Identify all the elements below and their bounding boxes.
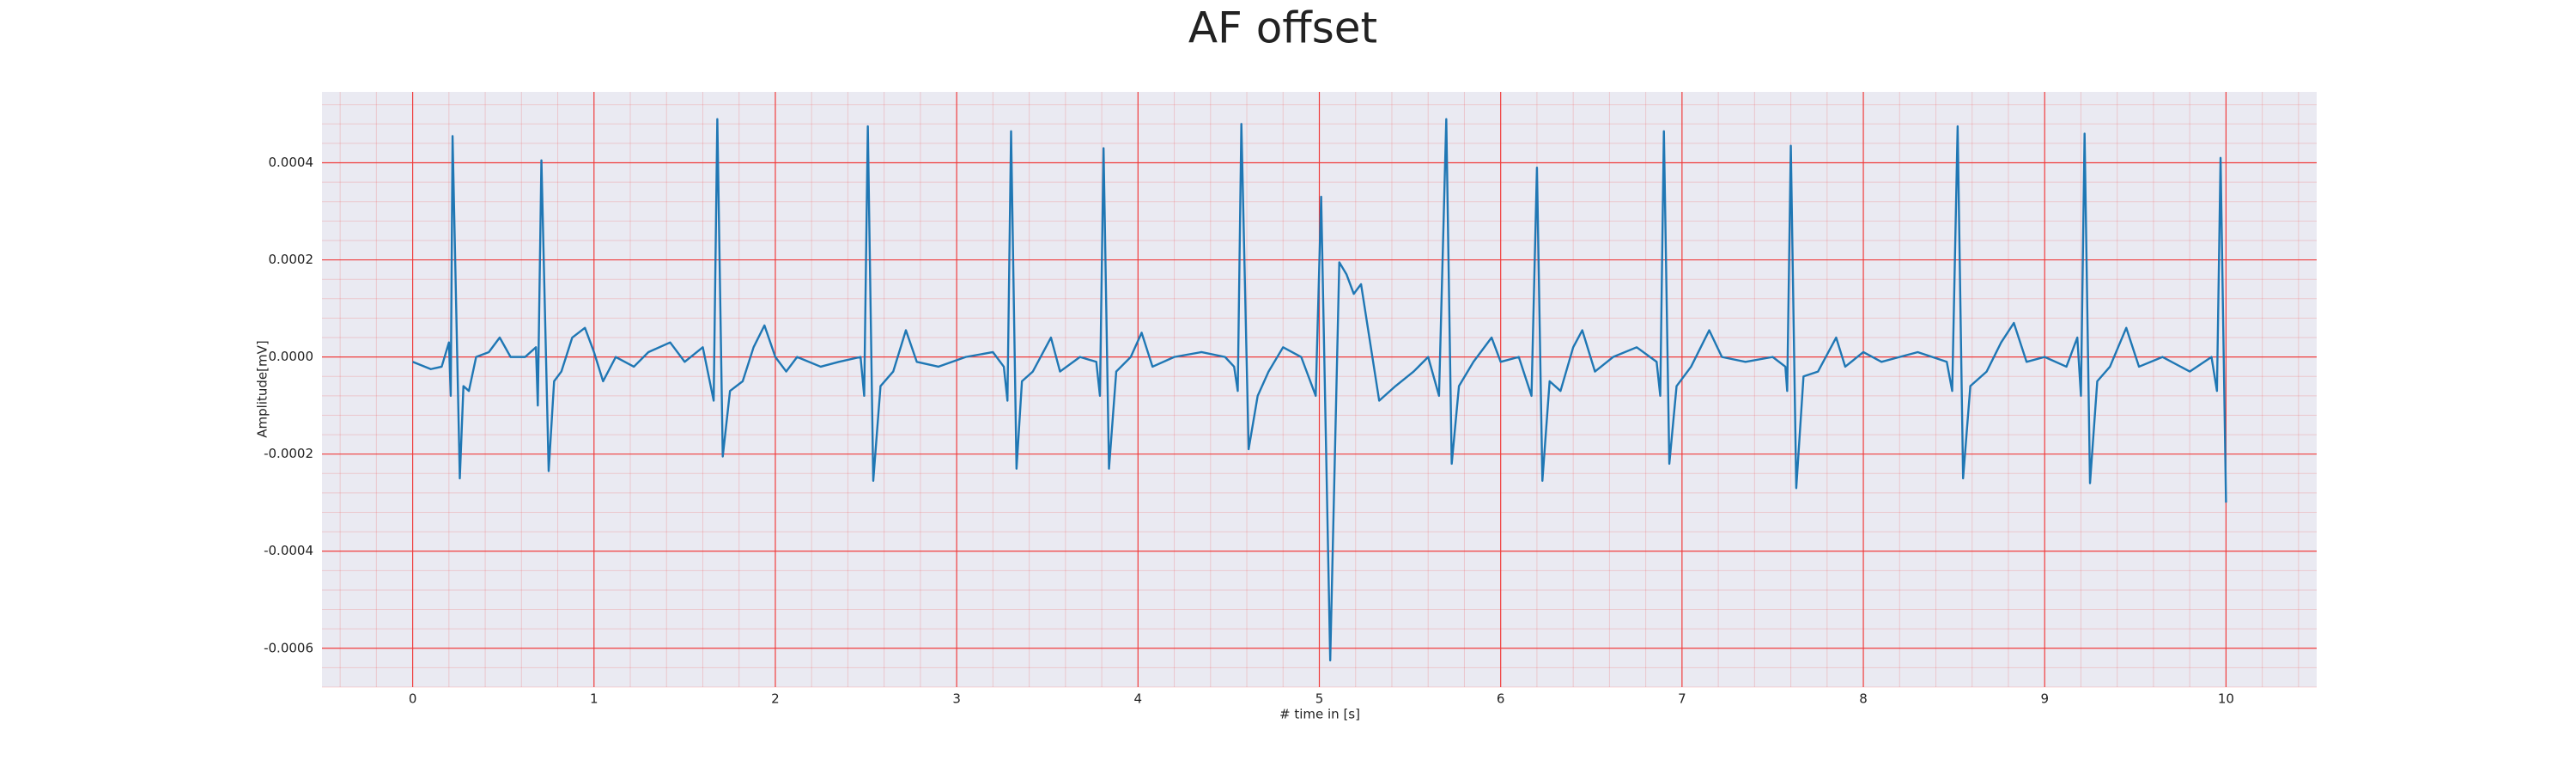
y-tick-label: 0.0002 xyxy=(269,252,314,267)
x-tick-label: 1 xyxy=(590,691,598,707)
y-tick-label: -0.0002 xyxy=(264,446,313,461)
x-tick-label: 6 xyxy=(1497,691,1505,707)
y-tick-label: -0.0004 xyxy=(264,543,313,558)
x-tick-label: 0 xyxy=(409,691,417,707)
y-tick-label: 0.0004 xyxy=(269,155,314,170)
x-tick-label: 2 xyxy=(771,691,780,707)
x-tick-label: 8 xyxy=(1859,691,1868,707)
signal-line xyxy=(412,118,2227,662)
x-tick-label: 3 xyxy=(952,691,961,707)
x-tick-label: 4 xyxy=(1134,691,1143,707)
x-axis-label: # time in [s] xyxy=(1279,707,1360,722)
x-tick-label: 7 xyxy=(1678,691,1686,707)
chart-title: AF offset xyxy=(1188,3,1377,53)
y-tick-label: -0.0006 xyxy=(264,640,313,655)
y-axis-label: Amplitude[mV] xyxy=(255,340,270,437)
y-tick-label: 0.0000 xyxy=(269,349,314,364)
x-tick-label: 5 xyxy=(1315,691,1324,707)
x-tick-label: 9 xyxy=(2040,691,2049,707)
x-tick-label: 10 xyxy=(2218,691,2234,707)
